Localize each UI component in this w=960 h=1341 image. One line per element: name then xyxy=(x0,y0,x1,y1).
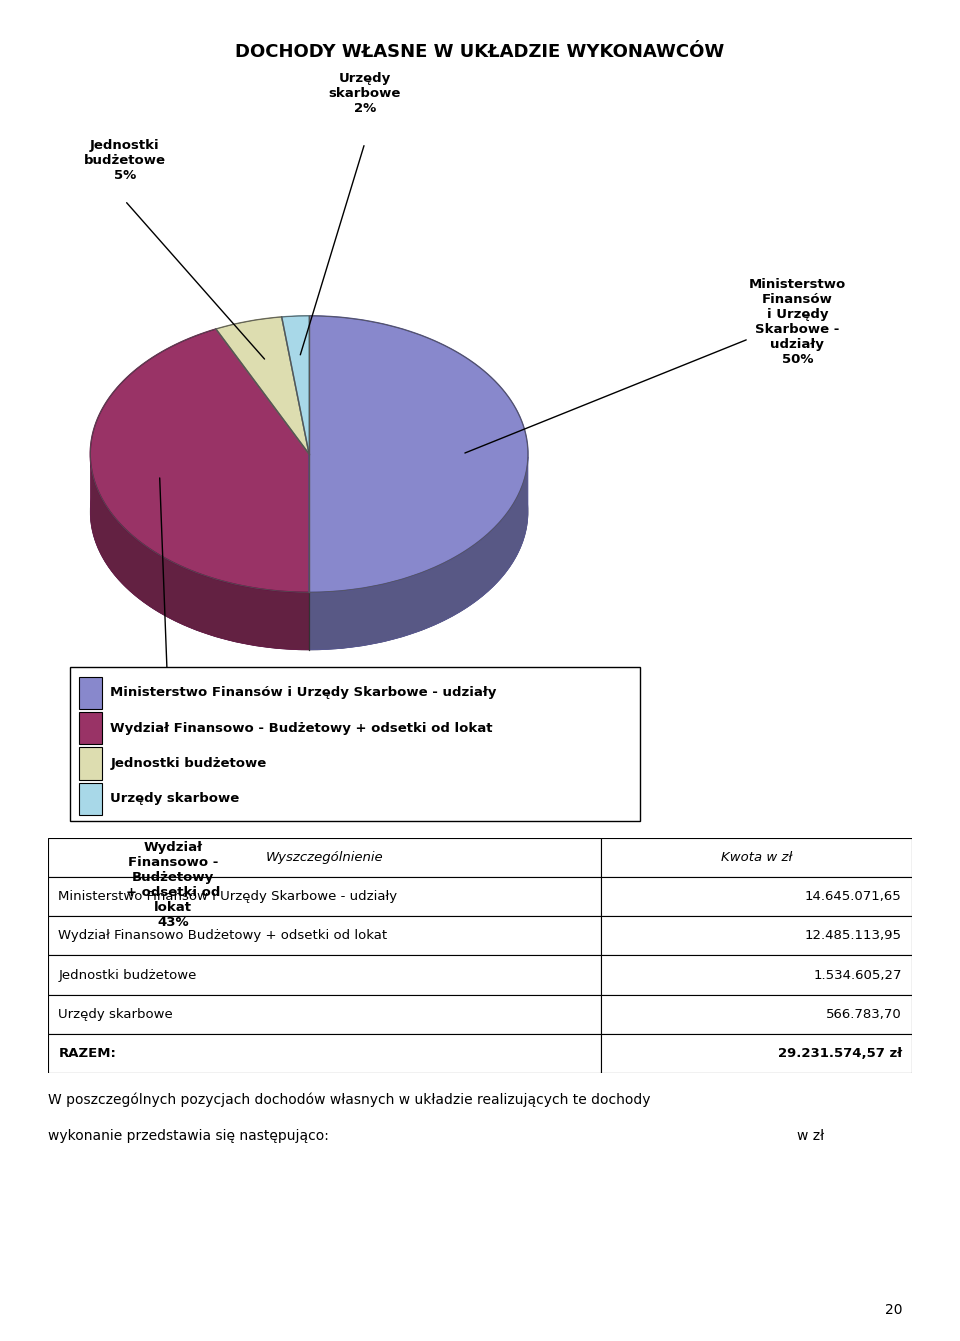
Bar xyxy=(79,783,102,815)
Bar xyxy=(601,838,912,877)
Bar xyxy=(48,877,601,916)
Text: 12.485.113,95: 12.485.113,95 xyxy=(804,929,901,943)
Text: Jednostki budżetowe: Jednostki budżetowe xyxy=(110,758,267,770)
Bar xyxy=(601,877,912,916)
Text: Ministerstwo Finansów i Urzędy Skarbowe - udziały: Ministerstwo Finansów i Urzędy Skarbowe … xyxy=(110,687,496,699)
Polygon shape xyxy=(309,316,528,593)
Text: 14.645.071,65: 14.645.071,65 xyxy=(804,890,901,904)
Text: Wyszczególnienie: Wyszczególnienie xyxy=(266,852,383,864)
Bar xyxy=(48,916,601,955)
Bar xyxy=(48,1034,601,1073)
Polygon shape xyxy=(309,457,528,650)
Ellipse shape xyxy=(90,373,528,650)
Text: Urzędy
skarbowe
2%: Urzędy skarbowe 2% xyxy=(328,72,401,115)
Bar xyxy=(79,677,102,709)
Text: 29.231.574,57 zł: 29.231.574,57 zł xyxy=(778,1047,901,1059)
Text: Jednostki budżetowe: Jednostki budżetowe xyxy=(59,968,197,982)
Bar xyxy=(601,995,912,1034)
Text: Kwota w zł: Kwota w zł xyxy=(721,852,792,864)
Bar xyxy=(48,838,601,877)
Text: W poszczególnych pozycjach dochodów własnych w układzie realizujących te dochody: W poszczególnych pozycjach dochodów włas… xyxy=(48,1093,651,1108)
Polygon shape xyxy=(281,316,309,455)
Text: Wydział Finansowo - Budżetowy + odsetki od lokat: Wydział Finansowo - Budżetowy + odsetki … xyxy=(110,721,492,735)
Bar xyxy=(48,995,601,1034)
Text: 20: 20 xyxy=(885,1303,902,1317)
Bar xyxy=(601,916,912,955)
Polygon shape xyxy=(216,316,309,455)
Text: Urzędy skarbowe: Urzędy skarbowe xyxy=(59,1007,173,1021)
Text: Wydział Finansowo Budżetowy + odsetki od lokat: Wydział Finansowo Budżetowy + odsetki od… xyxy=(59,929,388,943)
Bar xyxy=(601,955,912,995)
Text: Ministerstwo
Finansów
i Urzędy
Skarbowe -
udziały
50%: Ministerstwo Finansów i Urzędy Skarbowe … xyxy=(749,278,846,366)
Text: RAZEM:: RAZEM: xyxy=(59,1047,116,1059)
Text: Wydział
Finansowo -
Budżetowy
+ odsetki od
lokat
43%: Wydział Finansowo - Budżetowy + odsetki … xyxy=(126,841,220,929)
Text: Ministerstwo Finansów i Urzędy Skarbowe - udziały: Ministerstwo Finansów i Urzędy Skarbowe … xyxy=(59,890,397,904)
Text: Urzędy skarbowe: Urzędy skarbowe xyxy=(110,793,240,806)
Text: w zł: w zł xyxy=(797,1129,824,1143)
Bar xyxy=(48,955,601,995)
Text: Jednostki
budżetowe
5%: Jednostki budżetowe 5% xyxy=(84,139,166,182)
Bar xyxy=(79,747,102,779)
Text: DOCHODY WŁASNE W UKŁADZIE WYKONAWCÓW: DOCHODY WŁASNE W UKŁADZIE WYKONAWCÓW xyxy=(235,43,725,60)
Polygon shape xyxy=(90,329,309,593)
Text: 1.534.605,27: 1.534.605,27 xyxy=(813,968,901,982)
Polygon shape xyxy=(90,459,309,650)
Text: 566.783,70: 566.783,70 xyxy=(826,1007,901,1021)
Bar xyxy=(601,1034,912,1073)
Text: wykonanie przedstawia się następująco:: wykonanie przedstawia się następująco: xyxy=(48,1129,329,1143)
FancyBboxPatch shape xyxy=(70,666,640,822)
Bar xyxy=(79,712,102,744)
